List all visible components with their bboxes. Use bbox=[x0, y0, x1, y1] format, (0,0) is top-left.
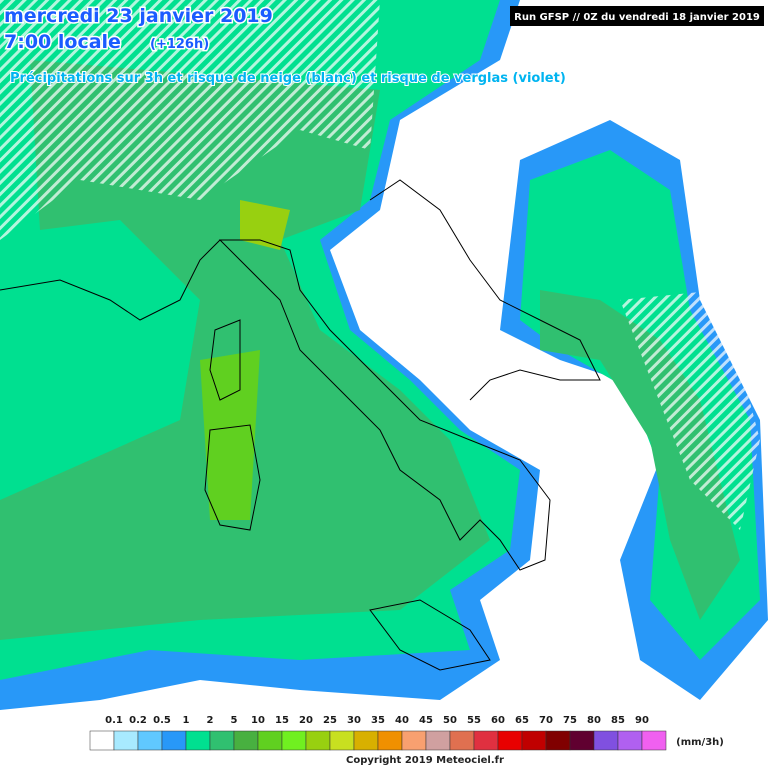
legend-swatch bbox=[641, 730, 667, 751]
legend-swatch bbox=[353, 730, 379, 751]
legend-swatch bbox=[113, 730, 139, 751]
legend: 0.1 0.2 0.5 1 2 5 10 15 20 25 30 35 40 45 50 55 60 65 70 75… bbox=[89, 714, 667, 751]
run-box bbox=[510, 6, 764, 26]
legend-label: 60 bbox=[491, 715, 505, 726]
legend-swatch bbox=[305, 730, 331, 751]
legend-swatch bbox=[185, 730, 211, 751]
legend-label: 75 bbox=[563, 715, 577, 726]
legend-label: 1 bbox=[183, 715, 190, 726]
lead-time: (+126h) bbox=[150, 37, 209, 52]
legend-label: 25 bbox=[323, 715, 337, 726]
legend-swatch bbox=[545, 730, 571, 751]
legend-label: 70 bbox=[539, 715, 553, 726]
time-title: 7:00 locale bbox=[4, 31, 121, 53]
legend-label: 55 bbox=[467, 715, 481, 726]
legend-swatch bbox=[521, 730, 547, 751]
legend-swatch bbox=[473, 730, 499, 751]
legend-swatch bbox=[233, 730, 259, 751]
legend-label: 10 bbox=[251, 715, 265, 726]
legend-label: 20 bbox=[299, 715, 313, 726]
legend-swatch bbox=[89, 730, 115, 751]
legend-label: 0.5 bbox=[153, 715, 171, 726]
legend-label: 15 bbox=[275, 715, 289, 726]
legend-label: 5 bbox=[231, 715, 238, 726]
precipitation-field bbox=[0, 0, 768, 710]
copyright: Copyright 2019 Meteociel.fr bbox=[346, 755, 504, 766]
legend-swatch bbox=[137, 730, 163, 751]
legend-swatch bbox=[617, 730, 643, 751]
run-info: Run GFSP // 0Z du vendredi 18 janvier 20… bbox=[514, 12, 760, 23]
legend-swatch bbox=[161, 730, 187, 751]
legend-unit: (mm/3h) bbox=[676, 737, 724, 748]
legend-label: 85 bbox=[611, 715, 625, 726]
legend-swatch bbox=[209, 730, 235, 751]
legend-label: 80 bbox=[587, 715, 601, 726]
legend-label: 65 bbox=[515, 715, 529, 726]
subtitle: Précipitations sur 3h et risque de neige… bbox=[10, 71, 566, 86]
legend-label: 35 bbox=[371, 715, 385, 726]
legend-swatch bbox=[281, 730, 307, 751]
legend-label: 45 bbox=[419, 715, 433, 726]
legend-swatch bbox=[401, 730, 427, 751]
legend-swatch bbox=[329, 730, 355, 751]
legend-label: 50 bbox=[443, 715, 457, 726]
coastlines bbox=[0, 179, 601, 671]
legend-label: 40 bbox=[395, 715, 409, 726]
legend-label: 0.2 bbox=[129, 715, 147, 726]
legend-swatch bbox=[257, 730, 283, 751]
date-title: mercredi 23 janvier 2019 bbox=[4, 5, 273, 27]
legend-swatch bbox=[593, 730, 619, 751]
legend-label: 2 bbox=[207, 715, 214, 726]
legend-label: 0.1 bbox=[105, 715, 123, 726]
legend-label: 30 bbox=[347, 715, 361, 726]
legend-label: 90 bbox=[635, 715, 649, 726]
legend-swatch bbox=[569, 730, 595, 751]
legend-swatch bbox=[497, 730, 523, 751]
legend-swatch bbox=[377, 730, 403, 751]
legend-swatch bbox=[449, 730, 475, 751]
legend-swatch bbox=[425, 730, 451, 751]
